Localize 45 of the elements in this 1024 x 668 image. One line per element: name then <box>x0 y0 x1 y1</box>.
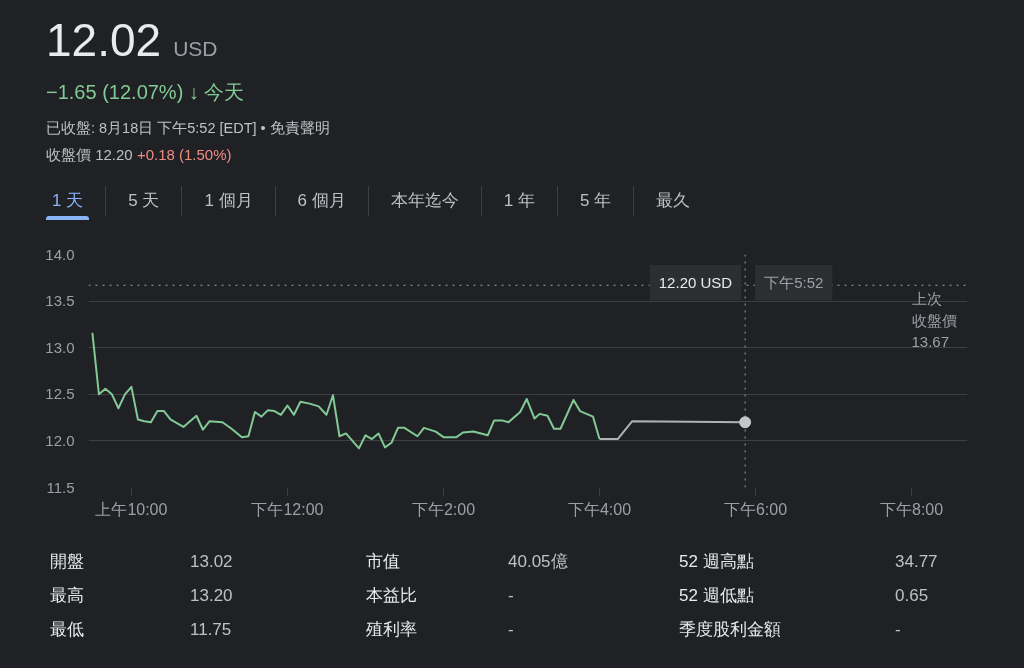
x-tick-label: 下午8:00 <box>880 500 944 518</box>
text: 收盤價 12.20 <box>46 146 133 163</box>
text: - <box>895 620 901 640</box>
tab: 5 年 <box>557 186 634 216</box>
x-tick-label: 下午6:00 <box>723 500 788 518</box>
y-tick-label: 12.0 <box>45 431 75 449</box>
text: - <box>508 586 514 606</box>
x-tick-label: 上午10:00 <box>95 500 168 518</box>
tab: 1 天 <box>46 186 106 216</box>
y-tick-label: 11.5 <box>46 478 75 496</box>
text: 0.65 <box>895 586 929 606</box>
text: 13.20 <box>190 586 233 606</box>
text: 52 週高點 <box>679 552 754 572</box>
text: 最低 <box>50 620 84 640</box>
text: 已收盤: 8月18日 下午5:52 [EDT] • 免責聲明 <box>46 119 330 138</box>
y-tick-label: 13.0 <box>45 338 75 356</box>
text: 40.05億 <box>508 552 568 572</box>
tab: 最久 <box>634 186 713 216</box>
text: 本益比 <box>366 586 417 606</box>
tab: 1 個月 <box>182 186 275 216</box>
y-tick-label: 14.0 <box>45 245 75 263</box>
chart-subtitle: −1.65 (12.07%) ↓ 今天 <box>46 80 245 105</box>
text: 12.20 USD 下午5:52 <box>658 274 824 291</box>
y-tick-label: 12.5 <box>45 385 75 403</box>
chart-title: 12.02 USD <box>46 13 218 68</box>
text: +0.18 (1.50%) <box>136 146 232 163</box>
text: 11.75 <box>190 620 232 640</box>
text: 13.02 <box>190 552 233 572</box>
x-tick-label: 下午12:00 <box>251 500 324 518</box>
x-tick-label: 下午2:00 <box>411 500 476 518</box>
tab: 5 天 <box>106 186 182 216</box>
text: 殖利率 <box>366 620 417 640</box>
text: 34.77 <box>895 552 938 572</box>
text: 季度股利金額 <box>679 620 781 640</box>
text: - <box>508 620 514 640</box>
tab: 本年迄今 <box>368 186 481 216</box>
text: 最高 <box>50 586 84 606</box>
text: 市值 <box>366 552 400 572</box>
text: 52 週低點 <box>679 586 754 606</box>
text: 開盤 <box>50 552 84 572</box>
ref-line-label: 上次收盤價 13.67 <box>911 289 957 351</box>
tab: 6 個月 <box>275 186 368 216</box>
y-tick-label: 13.5 <box>45 292 75 310</box>
tab: 1 年 <box>481 186 557 216</box>
x-tick-label: 下午4:00 <box>567 500 632 518</box>
